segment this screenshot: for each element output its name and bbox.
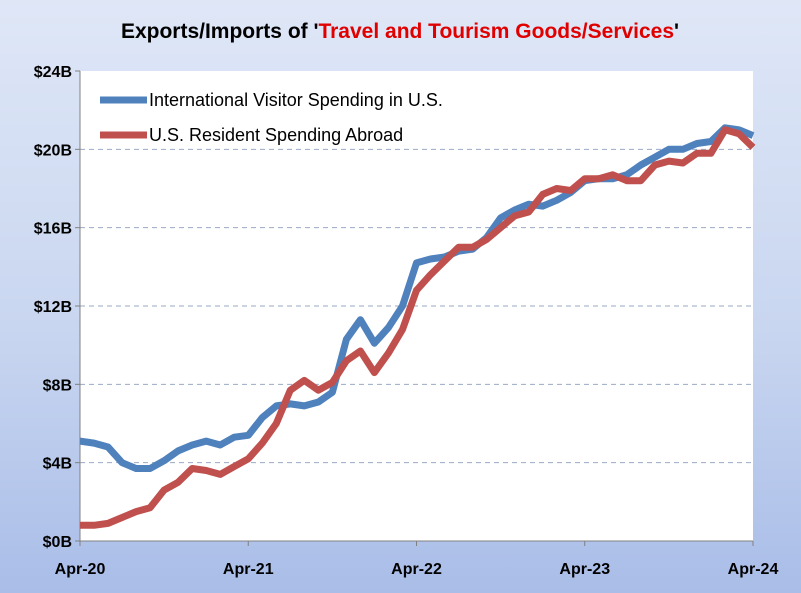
chart-title-highlight: Travel and Tourism Goods/Services [318, 20, 674, 43]
x-tick-label: Apr-20 [55, 561, 106, 578]
x-tick-label: Apr-22 [391, 561, 442, 578]
chart-title: Exports/Imports of 'Travel and Tourism G… [121, 20, 679, 43]
series-line-0 [79, 124, 755, 472]
x-tick-label: Apr-21 [223, 561, 274, 578]
legend-label-1: U.S. Resident Spending Abroad [149, 125, 403, 145]
y-tick-label: $24B [34, 64, 72, 81]
y-tick-label: $0B [43, 534, 72, 551]
y-tick-label: $16B [34, 221, 72, 238]
series-lines [79, 124, 756, 529]
x-tick-label: Apr-24 [728, 561, 779, 578]
legend-label-0: International Visitor Spending in U.S. [149, 90, 443, 110]
y-tick-label: $8B [43, 377, 72, 394]
chart-title-suffix: ' [674, 20, 679, 43]
legend: International Visitor Spending in U.S. U.… [100, 90, 443, 145]
x-tick-label: Apr-23 [559, 561, 610, 578]
y-tick-label: $4B [43, 456, 72, 473]
axes: $0B $4B $8B $12B $16B $20B $24B Apr-20 Apr-21 Apr… [34, 64, 779, 578]
y-tick-label: $12B [34, 299, 72, 316]
y-tick-label: $20B [34, 142, 72, 159]
chart-title-prefix: Exports/Imports of ' [121, 20, 319, 43]
grid-lines [80, 148, 753, 464]
series-line-1 [80, 126, 756, 529]
